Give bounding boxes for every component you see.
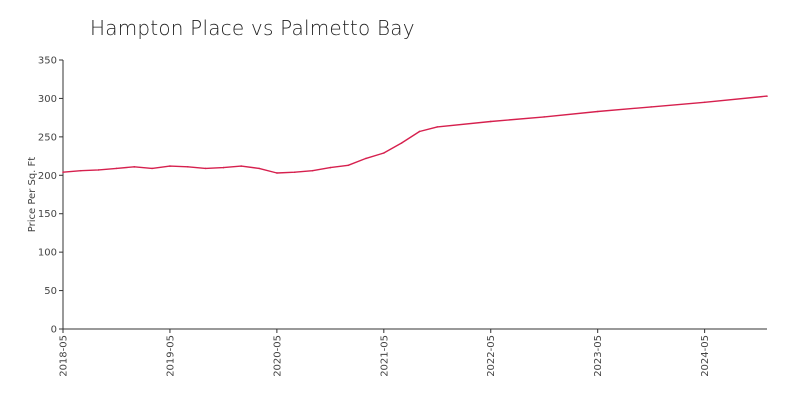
- data-point: [329, 166, 332, 169]
- series-layer: [62, 95, 768, 174]
- y-tick-label: 0: [51, 325, 57, 336]
- data-point: [169, 165, 171, 167]
- x-tick-label: 2024-05: [700, 335, 711, 377]
- y-tick-label: 250: [38, 132, 57, 143]
- data-point: [204, 167, 207, 170]
- data-point: [383, 152, 385, 154]
- data-point: [151, 167, 153, 170]
- data-point: [115, 167, 118, 170]
- data-point: [258, 167, 260, 170]
- data-point: [347, 164, 349, 167]
- data-point: [293, 171, 296, 174]
- data-point: [240, 165, 243, 167]
- y-axis: 0 50 100 150 200 250 300 350: [38, 56, 64, 336]
- data-point: [436, 126, 439, 128]
- y-tick-label: 150: [38, 209, 57, 220]
- y-tick-label: 300: [38, 94, 57, 105]
- x-tick-label: 2019-05: [165, 335, 176, 377]
- chart-title: Hampton Place vs Palmetto Bay: [90, 16, 415, 40]
- x-axis: 2018-05 2019-05 2020-05 2021-05 2022-05 2023-…: [59, 328, 767, 377]
- x-tick-label: 2018-05: [59, 335, 70, 377]
- data-point: [543, 116, 546, 118]
- x-tick-label: 2021-05: [379, 335, 390, 377]
- y-tick-label: 200: [38, 171, 57, 182]
- data-point: [62, 171, 64, 174]
- data-point: [276, 172, 278, 174]
- data-point: [80, 169, 82, 172]
- x-tick-label: 2020-05: [272, 335, 283, 377]
- y-tick-label: 350: [38, 56, 57, 67]
- data-point: [703, 101, 706, 104]
- data-point: [186, 166, 189, 168]
- data-point: [365, 157, 367, 160]
- data-point: [133, 166, 136, 168]
- data-point: [489, 120, 492, 123]
- x-tick-label: 2023-05: [593, 335, 604, 377]
- data-point: [766, 95, 768, 97]
- data-point: [596, 110, 599, 113]
- data-point: [311, 169, 314, 172]
- y-tick-label: 50: [44, 286, 57, 297]
- data-point: [400, 142, 403, 144]
- data-point: [97, 169, 100, 171]
- y-tick-label: 100: [38, 248, 57, 259]
- y-axis-label: Price Per Sq. Ft: [27, 157, 38, 232]
- data-point: [650, 106, 652, 108]
- series-line-0: [62, 95, 768, 174]
- x-tick-label: 2022-05: [486, 335, 497, 377]
- data-point: [418, 130, 421, 133]
- data-point: [222, 166, 225, 169]
